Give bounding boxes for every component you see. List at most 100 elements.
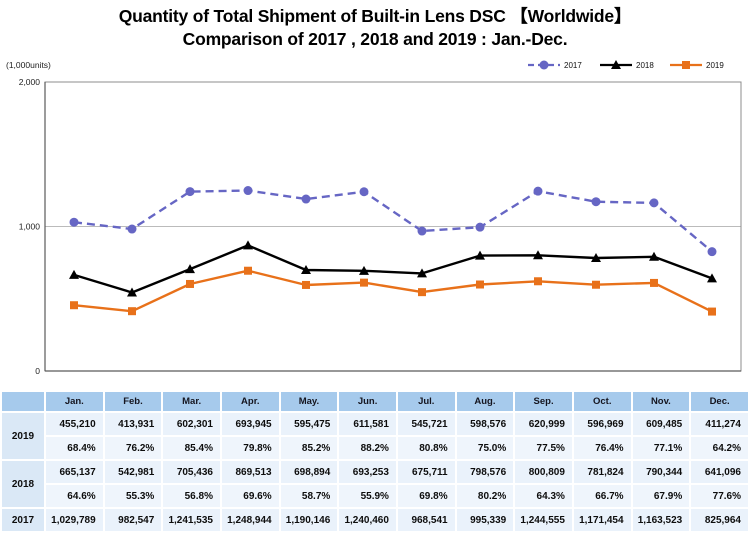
legend-label-2018: 2018	[636, 61, 654, 70]
table-body: 2019 455,210 413,931 602,301 693,945 595,475 6…	[2, 413, 748, 531]
month-header: Jul.	[397, 392, 455, 411]
percent-cell: 58.7%	[280, 485, 338, 507]
month-header: Jan.	[46, 392, 103, 411]
series-marker-2018	[243, 240, 253, 250]
series-marker-2018	[591, 253, 601, 263]
value-cell: 790,344	[632, 461, 690, 483]
line-chart-canvas: (1,000units) 0 1,000 2,000 2017 2018 2019	[6, 60, 742, 376]
value-cell: 1,163,523	[632, 509, 690, 531]
value-cell: 675,711	[397, 461, 455, 483]
month-header: Dec.	[691, 392, 748, 411]
value-cell: 596,969	[573, 413, 631, 435]
table-row: 2017 1,029,789 982,547 1,241,535 1,248,944 1,…	[2, 509, 748, 531]
value-cell: 1,029,789	[46, 509, 103, 531]
year-label: 2019	[2, 413, 44, 459]
percent-cell: 69.6%	[221, 485, 279, 507]
series-marker-2019	[592, 280, 600, 289]
series-marker-2018	[127, 287, 137, 297]
series-marker-2017	[243, 186, 253, 196]
series-marker-2017	[591, 197, 601, 207]
series-marker-2018	[359, 265, 369, 275]
value-cell: 455,210	[46, 413, 103, 435]
value-cell: 995,339	[456, 509, 514, 531]
series-marker-2017	[127, 224, 137, 234]
month-header: Nov.	[632, 392, 690, 411]
series-marker-2017	[475, 222, 485, 232]
series-marker-2019	[186, 279, 194, 288]
percent-cell: 77.6%	[691, 485, 748, 507]
value-cell: 982,547	[104, 509, 162, 531]
table-header-row: Jan. Feb. Mar. Apr. May. Jun. Jul. Aug. Sep. Oct.…	[2, 392, 748, 411]
value-cell: 1,241,535	[163, 509, 220, 531]
value-cell: 1,190,146	[280, 509, 338, 531]
value-cell: 620,999	[515, 413, 572, 435]
percent-cell: 69.8%	[397, 485, 455, 507]
value-cell: 705,436	[163, 461, 220, 483]
value-cell: 611,581	[339, 413, 396, 435]
y-axis-unit-label: (1,000units)	[6, 60, 51, 70]
percent-cell: 66.7%	[573, 485, 631, 507]
y-axis-tick-label: 1,000	[19, 222, 41, 232]
percent-cell: 85.4%	[163, 437, 220, 459]
value-cell: 1,248,944	[221, 509, 279, 531]
y-axis-tick-label: 2,000	[19, 77, 41, 87]
series-marker-2019	[534, 277, 542, 286]
series-marker-2019	[650, 278, 658, 287]
percent-cell: 75.0%	[456, 437, 514, 459]
title-line-2: Comparison of 2017 , 2018 and 2019 : Jan…	[182, 29, 568, 49]
series-marker-2018	[707, 273, 717, 283]
value-cell: 698,894	[280, 461, 338, 483]
series-marker-2018	[533, 250, 543, 260]
shipment-table: Jan. Feb. Mar. Apr. May. Jun. Jul. Aug. Sep. Oct.…	[0, 390, 750, 533]
title-line-1: Quantity of Total Shipment of Built-in L…	[118, 6, 632, 26]
value-cell: 665,137	[46, 461, 103, 483]
legend-marker-2018	[611, 60, 621, 69]
series-marker-2018	[185, 264, 195, 274]
value-cell: 598,576	[456, 413, 514, 435]
percent-cell: 64.2%	[691, 437, 748, 459]
value-cell: 595,475	[280, 413, 338, 435]
percent-cell: 76.4%	[573, 437, 631, 459]
month-header: Apr.	[221, 392, 279, 411]
series-marker-2019	[70, 301, 78, 310]
value-cell: 798,576	[456, 461, 514, 483]
percent-cell: 77.1%	[632, 437, 690, 459]
month-header: Aug.	[456, 392, 514, 411]
series-marker-2017	[649, 198, 659, 208]
legend-marker-2019	[682, 61, 690, 69]
y-axis-tick-label: 0	[35, 366, 40, 376]
series-marker-2019	[360, 278, 368, 287]
series-marker-2018	[475, 250, 485, 260]
month-header: Mar.	[163, 392, 220, 411]
value-cell: 968,541	[397, 509, 455, 531]
table-row-percent: 64.6% 55.3% 56.8% 69.6% 58.7% 55.9% 69.8% 80.2%…	[2, 485, 748, 507]
value-cell: 1,171,454	[573, 509, 631, 531]
series-marker-2019	[128, 307, 136, 316]
percent-cell: 64.6%	[46, 485, 103, 507]
value-cell: 602,301	[163, 413, 220, 435]
value-cell: 781,824	[573, 461, 631, 483]
legend-label-2019: 2019	[706, 61, 724, 70]
series-marker-2018	[69, 269, 79, 279]
shipment-chart: (1,000units) 0 1,000 2,000 2017 2018 2019	[0, 56, 750, 390]
value-cell: 545,721	[397, 413, 455, 435]
value-cell: 542,981	[104, 461, 162, 483]
value-cell: 869,513	[221, 461, 279, 483]
percent-cell: 56.8%	[163, 485, 220, 507]
series-marker-2019	[418, 288, 426, 297]
month-header: Oct.	[573, 392, 631, 411]
series-marker-2019	[708, 307, 716, 316]
series-marker-2017	[533, 186, 543, 196]
series-marker-2017	[301, 194, 311, 204]
year-label: 2017	[2, 509, 44, 531]
percent-cell: 88.2%	[339, 437, 396, 459]
series-marker-2019	[302, 280, 310, 289]
value-cell: 411,274	[691, 413, 748, 435]
series-line-2019	[73, 269, 713, 313]
month-header: Sep.	[515, 392, 572, 411]
value-cell: 609,485	[632, 413, 690, 435]
series-marker-2017	[185, 187, 195, 197]
corner-header	[2, 392, 44, 411]
value-cell: 641,096	[691, 461, 748, 483]
